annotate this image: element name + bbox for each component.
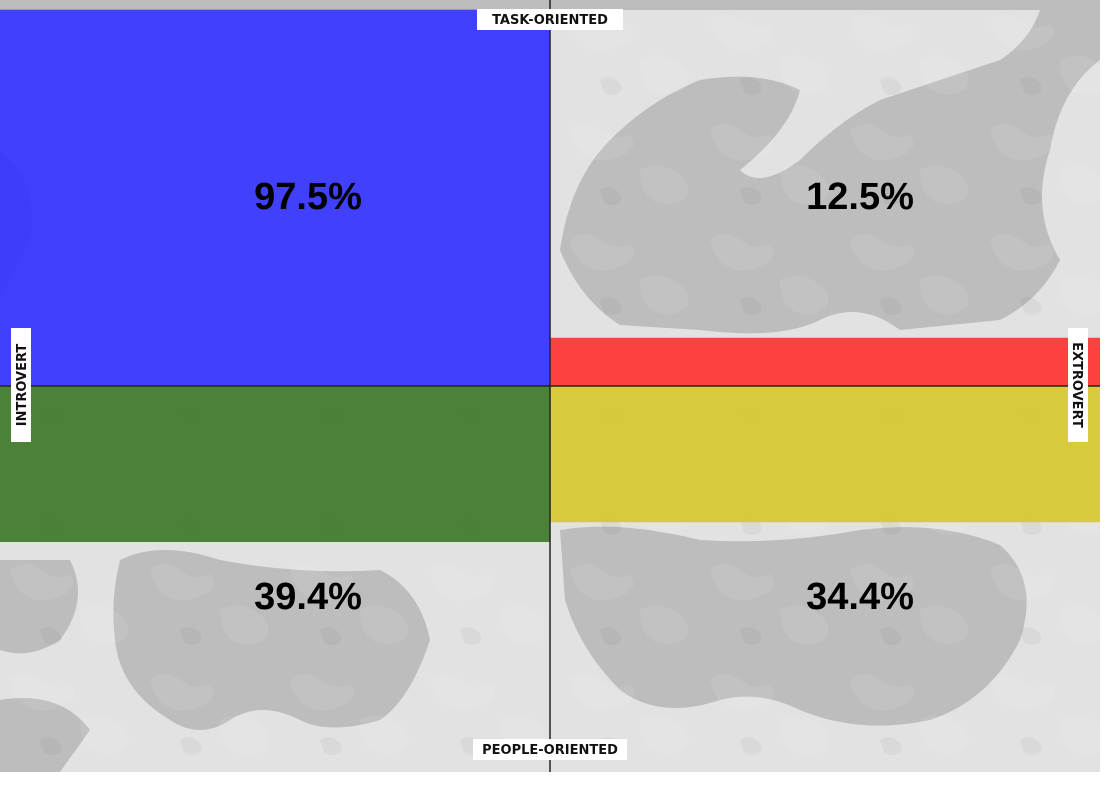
axis-label-right-box xyxy=(1068,328,1088,442)
axis-label-right: EXTROVERT xyxy=(1068,328,1088,442)
quadrant-bottom-right-value: 34.4% xyxy=(806,576,914,618)
axis-label-left: INTROVERT xyxy=(11,328,31,442)
quadrant-bottom-left-value: 39.4% xyxy=(254,576,362,618)
axis-label-bottom-text: PEOPLE-ORIENTED xyxy=(482,743,618,758)
quadrant-bar-top-left xyxy=(0,9,550,387)
axis-label-right-text: EXTROVERT xyxy=(1069,342,1084,428)
axis-label-top-text: TASK-ORIENTED xyxy=(492,13,608,28)
quadrant-bars xyxy=(0,9,1100,543)
axis-label-top: TASK-ORIENTED xyxy=(477,9,623,30)
axis-label-top-box xyxy=(477,9,623,30)
quadrant-bar-bottom-right xyxy=(550,386,1100,523)
axis-label-left-text: INTROVERT xyxy=(15,344,30,427)
quadrant-top-left-value: 97.5% xyxy=(254,176,362,218)
quadrant-top-right-value: 12.5% xyxy=(806,176,914,218)
quadrant-bar-top-right xyxy=(550,337,1100,386)
quadrant-bar-bottom-left xyxy=(0,386,550,543)
axis-label-bottom-box xyxy=(473,739,627,760)
axes xyxy=(0,0,1100,772)
axis-label-left-box xyxy=(11,328,31,442)
axis-label-bottom: PEOPLE-ORIENTED xyxy=(473,739,627,760)
